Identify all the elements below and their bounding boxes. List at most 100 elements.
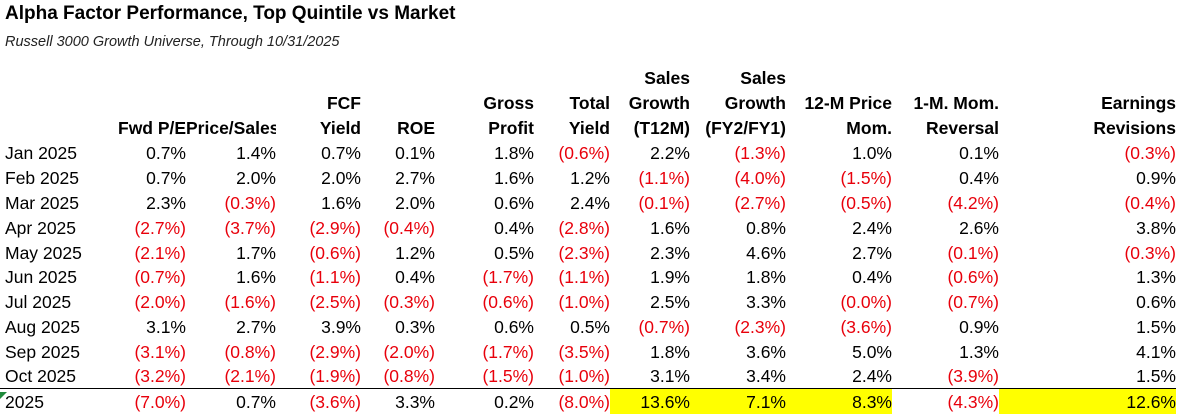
table-cell: (0.7%): [134, 267, 186, 288]
table-cell: (0.3%): [1124, 143, 1176, 164]
column-header-line: Mom.: [846, 118, 892, 138]
table-cell: 1.3%: [959, 341, 999, 362]
header-row: Fwd P/E Price/Sales FCF Yield ROE Gross Profit…: [0, 64, 1176, 141]
column-header: Gross Profit: [435, 64, 534, 141]
table-cell: (1.0%): [558, 366, 610, 387]
table-cell: 0.7%: [146, 168, 186, 189]
table-cell: (0.4%): [1124, 192, 1176, 213]
table-cell: (2.3%): [558, 242, 610, 263]
table-cell: 1.2%: [570, 168, 610, 189]
column-header: 12-M Price Mom.: [786, 64, 892, 141]
column-header-line: Fwd P/E: [118, 118, 186, 138]
column-header: Total Yield: [534, 64, 610, 141]
table-cell: 2.4%: [852, 366, 892, 387]
table-cell: (2.7%): [134, 217, 186, 238]
table-cell: 2.3%: [650, 242, 690, 263]
table-cell: (1.9%): [309, 366, 361, 387]
table-cell: (0.5%): [840, 192, 892, 213]
row-label: Aug 2025: [5, 316, 80, 337]
row-label: Feb 2025: [5, 168, 79, 189]
table-cell: (1.3%): [734, 143, 786, 164]
table-cell: 0.4%: [395, 267, 435, 288]
table-cell: (3.1%): [134, 341, 186, 362]
table-row: Mar 2025 2.3% (0.3%) 1.6% 2.0% 0.6% 2.4% (0.1%)…: [0, 191, 1176, 216]
table-cell: (3.2%): [134, 366, 186, 387]
table-cell: 0.2%: [435, 388, 534, 414]
table-cell: (8.0%): [534, 388, 610, 414]
table-cell: (3.7%): [224, 217, 276, 238]
table-cell: 0.4%: [959, 168, 999, 189]
column-header: Earnings Revisions: [999, 64, 1176, 141]
table-cell: (2.8%): [558, 217, 610, 238]
table-row: Jun 2025 (0.7%) 1.6% (1.1%) 0.4% (1.7%) (1.1%)…: [0, 265, 1176, 290]
table-cell: (3.5%): [558, 341, 610, 362]
table-cell: 0.9%: [959, 316, 999, 337]
table-cell: 0.1%: [395, 143, 435, 164]
column-header-line: Reversal: [926, 118, 999, 138]
table-cell: (3.6%): [276, 388, 361, 414]
table-cell: 3.8%: [1136, 217, 1176, 238]
table-cell: 0.4%: [494, 217, 534, 238]
table-cell: 2.4%: [570, 192, 610, 213]
factor-performance-table: Fwd P/E Price/Sales FCF Yield ROE Gross Profit…: [0, 64, 1176, 414]
column-header-line: Revisions: [1093, 118, 1176, 138]
table-cell: (7.0%): [118, 388, 186, 414]
table-cell: 2.7%: [852, 242, 892, 263]
table-cell: 1.6%: [650, 217, 690, 238]
table-cell: (2.9%): [309, 217, 361, 238]
table-cell: (0.8%): [383, 366, 435, 387]
column-header-line: Sales: [644, 68, 690, 88]
table-cell: (0.0%): [840, 292, 892, 313]
column-header: FCF Yield: [276, 64, 361, 141]
table-row: Jul 2025 (2.0%) (1.6%) (2.5%) (0.3%) (0.6%) (1…: [0, 290, 1176, 315]
table-cell: 13.6%: [610, 388, 690, 414]
table-cell: (0.7%): [947, 292, 999, 313]
table-cell: 1.4%: [236, 143, 276, 164]
table-cell: (0.8%): [224, 341, 276, 362]
column-header-line: Total: [569, 93, 610, 113]
table-cell: (2.9%): [309, 341, 361, 362]
table-cell: 1.8%: [746, 267, 786, 288]
table-cell: 1.3%: [1136, 267, 1176, 288]
row-label: Sep 2025: [5, 341, 80, 362]
table-cell: 5.0%: [852, 341, 892, 362]
table-cell: 0.9%: [1136, 168, 1176, 189]
table-cell: 0.6%: [494, 192, 534, 213]
table-cell: 3.1%: [146, 316, 186, 337]
table-cell: 0.3%: [395, 316, 435, 337]
table-cell: (2.7%): [734, 192, 786, 213]
table-cell: (1.6%): [224, 292, 276, 313]
table-cell: 0.7%: [146, 143, 186, 164]
table-cell: (2.1%): [134, 242, 186, 263]
table-row: Jan 2025 0.7% 1.4% 0.7% 0.1% 1.8% (0.6%) 2.2% (1…: [0, 141, 1176, 166]
table-cell: (1.5%): [482, 366, 534, 387]
header-corner: [0, 64, 118, 141]
report-subtitle: Russell 3000 Growth Universe, Through 10…: [5, 34, 340, 50]
table-cell: 3.3%: [746, 292, 786, 313]
table-cell: 0.8%: [746, 217, 786, 238]
column-header-line: Gross: [483, 93, 534, 113]
table-cell: 1.6%: [321, 192, 361, 213]
cell-comment-marker-icon: [0, 392, 7, 399]
column-header: Sales Growth (FY2/FY1): [690, 64, 786, 141]
table-cell: 0.5%: [494, 242, 534, 263]
table-cell: (2.0%): [383, 341, 435, 362]
column-header-line: Yield: [319, 118, 361, 138]
table-cell: 4.6%: [746, 242, 786, 263]
table-cell: 0.6%: [494, 316, 534, 337]
column-header: ROE: [361, 64, 435, 141]
table-cell: (2.0%): [134, 292, 186, 313]
table-cell: 1.6%: [236, 267, 276, 288]
table-cell: 2.2%: [650, 143, 690, 164]
column-header-line: ROE: [397, 118, 435, 138]
row-label: Jun 2025: [5, 267, 78, 288]
table-cell: 0.7%: [186, 388, 276, 414]
column-header-line: 1-M. Mom.: [913, 93, 999, 113]
table-cell: (2.5%): [309, 292, 361, 313]
table-cell: (1.5%): [840, 168, 892, 189]
row-label: Apr 2025: [5, 217, 77, 238]
table-cell: (4.2%): [947, 192, 999, 213]
table-cell: (2.1%): [224, 366, 276, 387]
table-cell: 2.5%: [650, 292, 690, 313]
table-cell: (0.4%): [383, 217, 435, 238]
